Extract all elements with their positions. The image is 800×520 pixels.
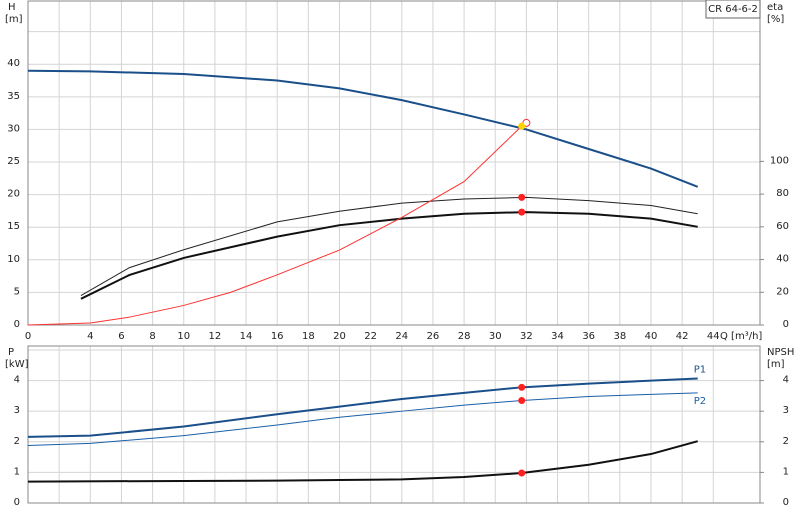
y2-axis-label: eta — [767, 2, 783, 13]
x-tick-label: 30 — [489, 331, 502, 342]
plot-frame — [27, 0, 761, 326]
series-line — [27, 440, 698, 483]
y-tick-label: 20 — [7, 189, 20, 200]
y2-axis-unit: [m] — [767, 359, 785, 370]
series-line — [80, 196, 698, 296]
x-axis-label: Q [m³/h] — [720, 331, 762, 342]
x-tick-label: 16 — [271, 331, 284, 342]
y2-tick-label: 3 — [783, 405, 789, 416]
y-tick-label: 4 — [14, 375, 20, 386]
y2-tick-label: 4 — [783, 375, 789, 386]
x-tick-label: 14 — [240, 331, 253, 342]
y-tick-label: 3 — [14, 405, 20, 416]
y2-tick-label: 100 — [770, 155, 789, 166]
y-tick-label: 40 — [7, 58, 20, 69]
x-tick-label: 36 — [582, 331, 595, 342]
y-tick-label: 10 — [7, 254, 20, 265]
series-line — [27, 392, 698, 446]
x-tick-label: 4 — [87, 331, 93, 342]
x-tick-label: 28 — [458, 331, 471, 342]
operating-point — [518, 122, 526, 130]
x-tick-label: 24 — [395, 331, 408, 342]
y2-tick-label: 0 — [783, 497, 789, 508]
chart-title: CR 64-6-2 — [708, 4, 758, 15]
plot-frame — [27, 345, 761, 504]
x-tick-label: 22 — [364, 331, 377, 342]
y2-axis-unit: [%] — [767, 14, 784, 25]
y2-tick-label: 60 — [776, 221, 789, 232]
x-tick-label: 44 — [707, 331, 720, 342]
y2-tick-label: 80 — [776, 188, 789, 199]
y2-axis-label: NPSH — [767, 347, 794, 358]
x-tick-label: 26 — [427, 331, 440, 342]
x-tick-label: 8 — [149, 331, 155, 342]
x-tick-label: 0 — [25, 331, 31, 342]
series-line — [27, 125, 523, 326]
x-tick-label: 6 — [118, 331, 124, 342]
operating-point — [518, 208, 526, 216]
x-tick-label: 12 — [209, 331, 222, 342]
x-tick-label: 32 — [520, 331, 533, 342]
series-label: P1 — [694, 364, 706, 375]
y-tick-label: 25 — [7, 156, 20, 167]
y2-tick-label: 40 — [776, 254, 789, 265]
operating-point — [518, 193, 526, 201]
x-tick-label: 40 — [645, 331, 658, 342]
y-tick-label: 0 — [14, 497, 20, 508]
y-tick-label: 1 — [14, 466, 20, 477]
operating-point — [518, 396, 526, 404]
series-line — [27, 69, 699, 188]
operating-point — [518, 469, 526, 477]
x-tick-label: 20 — [333, 331, 346, 342]
y-tick-label: 15 — [7, 221, 20, 232]
x-tick-label: 34 — [551, 331, 564, 342]
y-tick-label: 0 — [14, 319, 20, 330]
y-axis-label: H — [8, 2, 16, 13]
series-line — [80, 211, 698, 300]
y-tick-label: 2 — [14, 436, 20, 447]
y2-tick-label: 20 — [776, 286, 789, 297]
y2-tick-label: 2 — [783, 436, 789, 447]
y2-tick-label: 1 — [783, 466, 789, 477]
y2-tick-label: 0 — [783, 319, 789, 330]
y-axis-label: P — [8, 347, 14, 358]
series-label: P2 — [694, 396, 706, 407]
x-tick-label: 38 — [613, 331, 626, 342]
x-tick-label: 10 — [177, 331, 190, 342]
y-tick-label: 5 — [14, 286, 20, 297]
title-box — [705, 0, 761, 19]
y-tick-label: 30 — [7, 123, 20, 134]
operating-point — [518, 383, 526, 391]
series-line — [27, 377, 698, 438]
y-tick-label: 35 — [7, 91, 20, 102]
x-tick-label: 42 — [676, 331, 689, 342]
x-tick-label: 18 — [302, 331, 315, 342]
y-axis-unit: [kW] — [5, 359, 29, 370]
y-axis-unit: [m] — [5, 14, 23, 25]
